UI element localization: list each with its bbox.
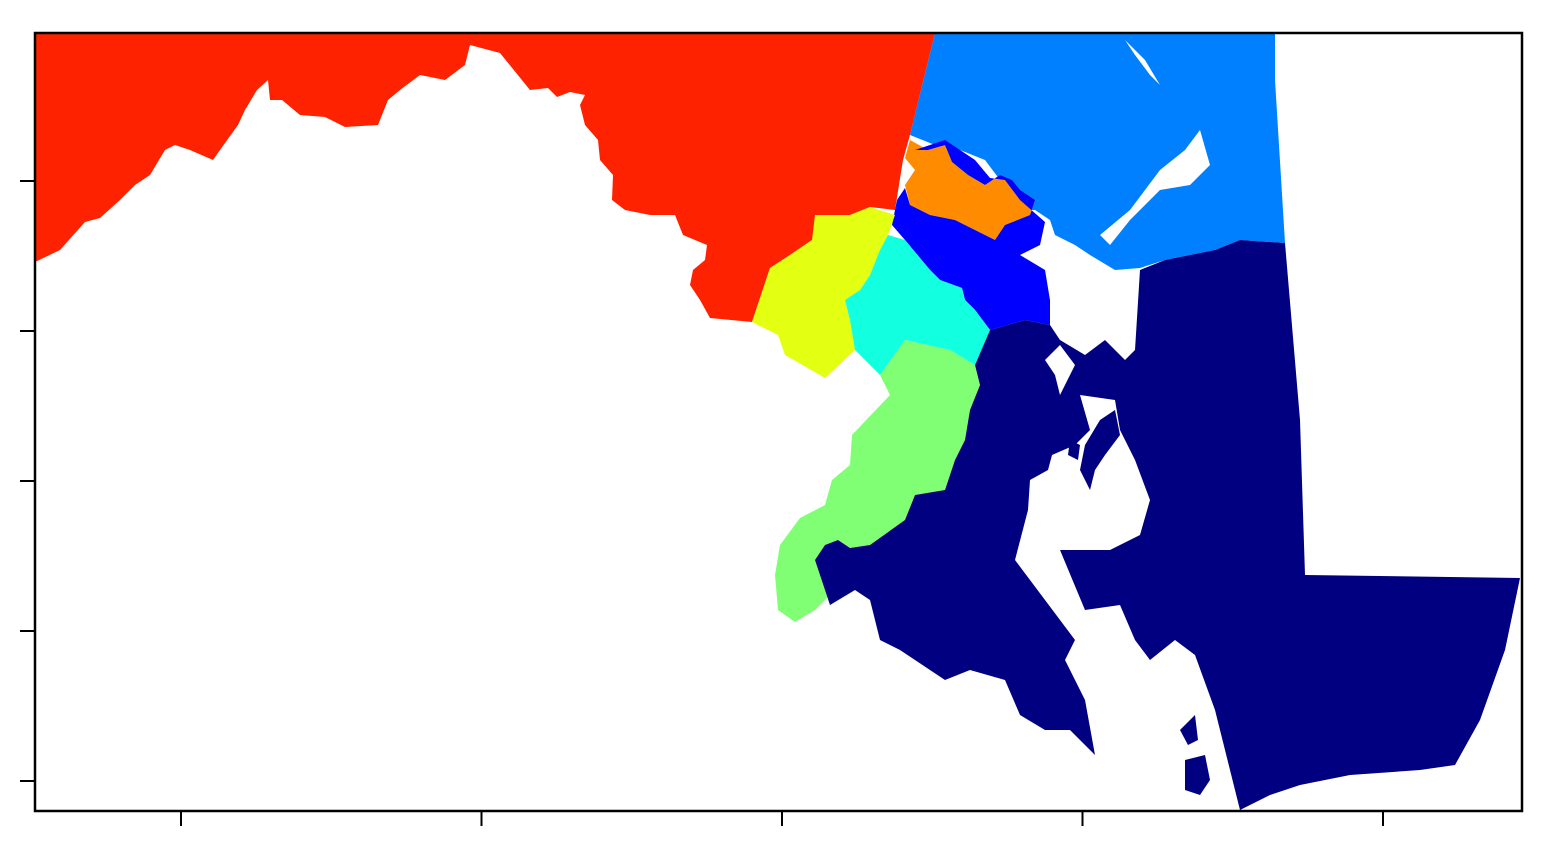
district-navy-island-1 — [1080, 410, 1120, 490]
district-orange — [905, 140, 1035, 240]
district-yellow — [752, 207, 895, 378]
district-cyan — [845, 235, 990, 375]
district-navy-island-4 — [1185, 755, 1210, 795]
district-red — [35, 33, 935, 322]
district-navy-island-3 — [1180, 715, 1198, 745]
plot-frame — [33, 31, 1524, 813]
chester-river-inlet — [1100, 130, 1210, 245]
district-blue — [892, 140, 1050, 330]
eastern-bay-inlet — [1045, 345, 1075, 395]
sassafras-river-inlet — [1125, 40, 1160, 85]
axis-ticks — [20, 180, 1384, 826]
district-navy — [815, 240, 1520, 810]
map-regions — [35, 33, 1520, 810]
district-green — [775, 340, 980, 622]
bay-inlets — [1045, 40, 1210, 395]
district-navy-island-2 — [1068, 440, 1080, 460]
district-sky-blue — [910, 33, 1285, 270]
